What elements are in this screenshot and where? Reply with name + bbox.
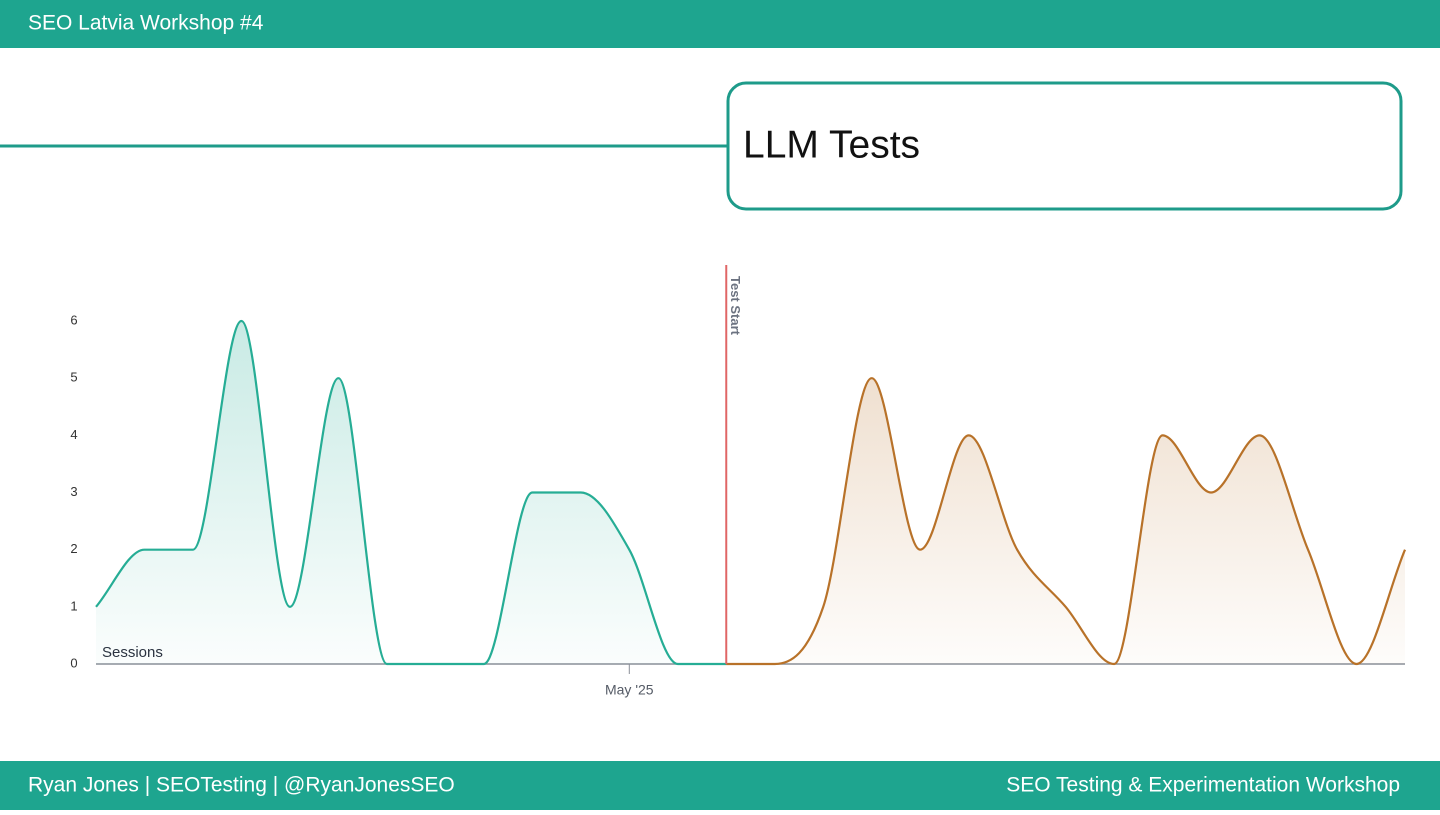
- y-tick-label: 5: [70, 370, 77, 385]
- area-line: [726, 377, 1407, 666]
- footer-bar: [0, 761, 1440, 810]
- header-title: SEO Latvia Workshop #4: [28, 12, 264, 35]
- y-tick-label: 3: [70, 484, 77, 499]
- footer-left: Ryan Jones | SEOTesting | @RyanJonesSEO: [28, 774, 455, 797]
- y-tick-label: 0: [70, 655, 77, 670]
- x-tick-label: May '25: [605, 682, 654, 698]
- area-line: [95, 319, 727, 666]
- title-box: [726, 81, 1403, 211]
- y-axis-label: Sessions: [102, 644, 163, 661]
- slide-title: LLM Tests: [743, 123, 920, 166]
- area-fill: [726, 378, 1405, 664]
- y-tick-label: 1: [70, 598, 77, 613]
- y-tick-label: 6: [70, 312, 77, 327]
- header-bar: [0, 0, 1440, 48]
- y-tick-label: 4: [70, 427, 77, 442]
- annotation-label: Test Start: [728, 276, 743, 336]
- y-tick-label: 2: [70, 541, 77, 556]
- chart: 0 1 2 3 4 5 6 May '25 Test Start Sessions: [70, 265, 1407, 698]
- area-fill: [96, 321, 727, 664]
- footer-right: SEO Testing & Experimentation Workshop: [1006, 774, 1400, 797]
